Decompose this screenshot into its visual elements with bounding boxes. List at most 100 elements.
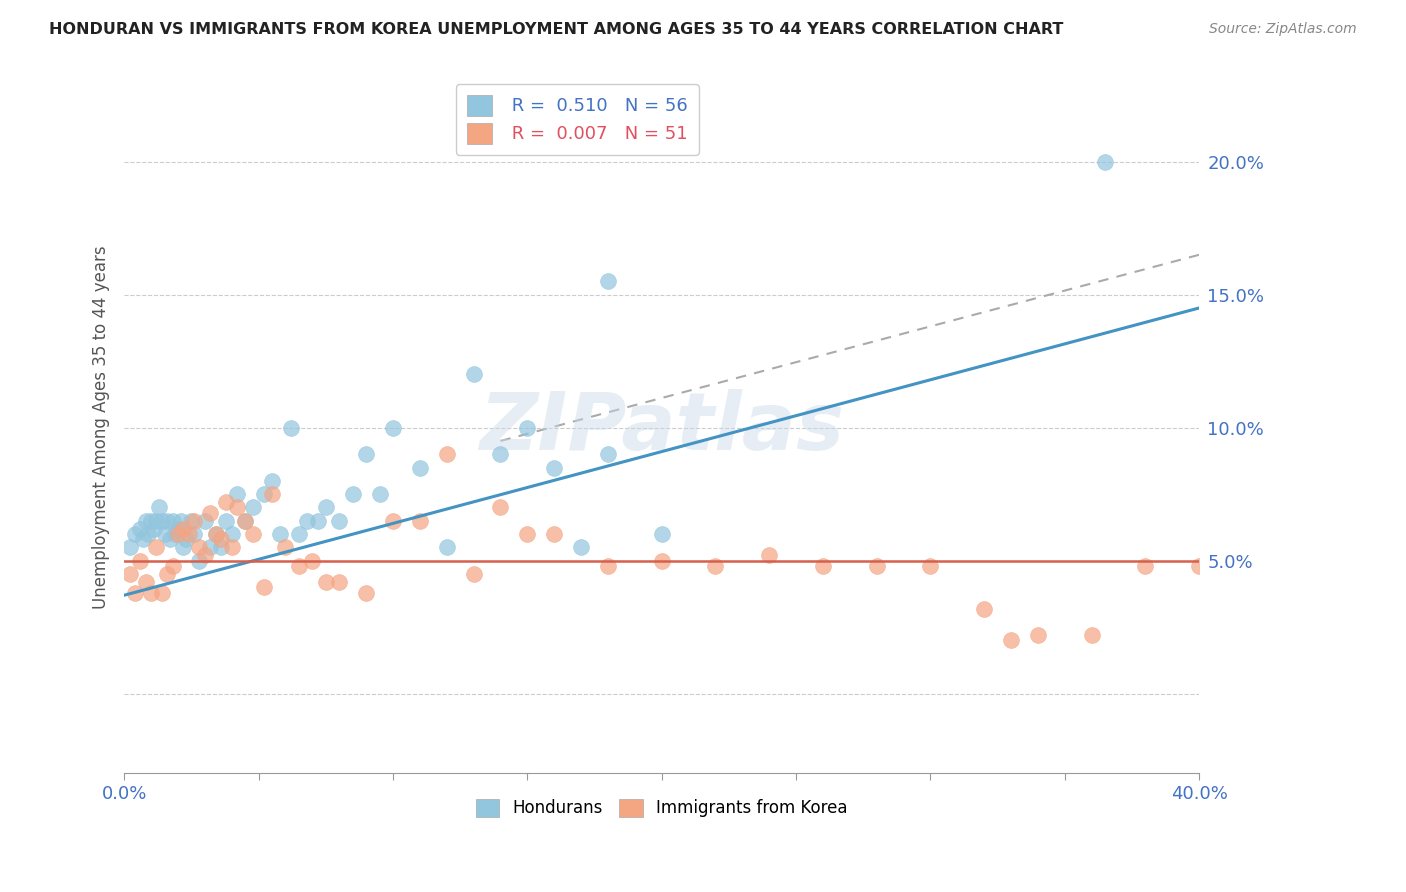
Point	[973, 601, 995, 615]
Point	[165, 527, 187, 541]
Point	[156, 566, 179, 581]
Point	[233, 514, 256, 528]
Point	[1000, 633, 1022, 648]
Point	[194, 514, 217, 528]
Point	[489, 500, 512, 515]
Point	[204, 527, 226, 541]
Point	[1188, 558, 1211, 573]
Point	[342, 487, 364, 501]
Point	[463, 566, 485, 581]
Point	[169, 514, 191, 528]
Point	[516, 527, 538, 541]
Point	[1135, 558, 1157, 573]
Point	[253, 487, 276, 501]
Point	[328, 514, 350, 528]
Point	[153, 527, 176, 541]
Point	[200, 541, 222, 555]
Point	[118, 541, 141, 555]
Text: ZIPatlas: ZIPatlas	[479, 389, 844, 467]
Point	[135, 574, 157, 589]
Point	[162, 514, 184, 528]
Point	[651, 554, 673, 568]
Point	[167, 527, 190, 541]
Point	[1094, 154, 1116, 169]
Y-axis label: Unemployment Among Ages 35 to 44 years: Unemployment Among Ages 35 to 44 years	[93, 246, 110, 609]
Point	[183, 527, 205, 541]
Point	[132, 533, 155, 547]
Point	[209, 541, 232, 555]
Point	[315, 574, 337, 589]
Point	[354, 447, 377, 461]
Point	[368, 487, 391, 501]
Point	[704, 558, 727, 573]
Point	[129, 522, 152, 536]
Point	[162, 558, 184, 573]
Point	[226, 487, 249, 501]
Point	[129, 554, 152, 568]
Point	[301, 554, 323, 568]
Point	[569, 541, 592, 555]
Point	[253, 580, 276, 594]
Point	[172, 522, 194, 536]
Point	[242, 527, 264, 541]
Point	[543, 527, 565, 541]
Point	[409, 460, 432, 475]
Point	[150, 514, 173, 528]
Point	[307, 514, 329, 528]
Point	[242, 500, 264, 515]
Point	[139, 514, 162, 528]
Point	[174, 533, 197, 547]
Point	[288, 558, 311, 573]
Point	[811, 558, 834, 573]
Point	[135, 514, 157, 528]
Text: Source: ZipAtlas.com: Source: ZipAtlas.com	[1209, 22, 1357, 37]
Point	[489, 447, 512, 461]
Point	[194, 549, 217, 563]
Point	[543, 460, 565, 475]
Point	[124, 527, 146, 541]
Point	[215, 514, 238, 528]
Point	[124, 585, 146, 599]
Point	[200, 506, 222, 520]
Point	[148, 500, 170, 515]
Point	[233, 514, 256, 528]
Point	[145, 541, 167, 555]
Point	[172, 541, 194, 555]
Point	[188, 541, 211, 555]
Point	[139, 585, 162, 599]
Point	[180, 514, 202, 528]
Point	[436, 447, 458, 461]
Point	[260, 487, 283, 501]
Point	[260, 474, 283, 488]
Point	[269, 527, 291, 541]
Point	[354, 585, 377, 599]
Point	[651, 527, 673, 541]
Point	[159, 533, 181, 547]
Point	[463, 368, 485, 382]
Point	[288, 527, 311, 541]
Point	[138, 527, 160, 541]
Point	[204, 527, 226, 541]
Point	[315, 500, 337, 515]
Point	[758, 549, 780, 563]
Point	[328, 574, 350, 589]
Point	[381, 514, 404, 528]
Point	[118, 566, 141, 581]
Point	[409, 514, 432, 528]
Point	[183, 514, 205, 528]
Point	[215, 495, 238, 509]
Point	[274, 541, 297, 555]
Point	[221, 527, 243, 541]
Point	[436, 541, 458, 555]
Point	[866, 558, 889, 573]
Point	[596, 558, 619, 573]
Point	[381, 420, 404, 434]
Point	[920, 558, 942, 573]
Point	[1026, 628, 1049, 642]
Point	[150, 585, 173, 599]
Point	[226, 500, 249, 515]
Point	[145, 514, 167, 528]
Point	[221, 541, 243, 555]
Point	[516, 420, 538, 434]
Point	[596, 447, 619, 461]
